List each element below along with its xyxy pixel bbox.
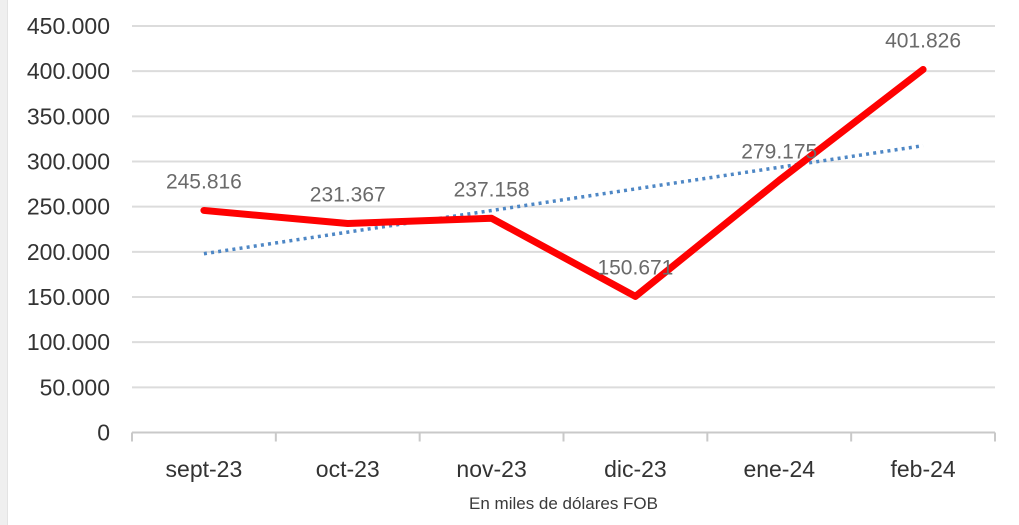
y-axis-tick-label: 50.000	[40, 374, 110, 400]
y-axis-tick-label: 350.000	[27, 103, 110, 129]
page-edge-strip	[0, 0, 8, 525]
data-label: 231.367	[310, 183, 386, 206]
data-label: 401.826	[885, 30, 961, 53]
x-axis-category-label: sept-23	[166, 456, 243, 482]
y-axis-tick-label: 150.000	[27, 284, 110, 310]
x-axis-category-label: dic-23	[604, 456, 667, 482]
data-label: 279.175	[741, 140, 817, 163]
series-line	[200, 66, 927, 300]
x-axis-category-label: oct-23	[316, 456, 380, 482]
x-axis-category-label: ene-24	[743, 456, 815, 482]
y-axis-tick-label: 200.000	[27, 239, 110, 265]
y-axis-tick-label: 250.000	[27, 194, 110, 220]
y-axis-tick-label: 0	[97, 420, 110, 446]
data-label: 150.671	[597, 256, 673, 279]
y-axis-tick-label: 450.000	[27, 13, 110, 39]
data-label: 237.158	[454, 178, 530, 201]
data-label: 245.816	[166, 170, 242, 193]
y-axis-tick-label: 100.000	[27, 329, 110, 355]
x-axis-category-label: nov-23	[456, 456, 526, 482]
x-axis-category-label: feb-24	[890, 456, 955, 482]
y-axis-tick-label: 400.000	[27, 58, 110, 84]
x-axis-caption: En miles de dólares FOB	[469, 494, 658, 513]
y-axis-tick-label: 300.000	[27, 149, 110, 175]
